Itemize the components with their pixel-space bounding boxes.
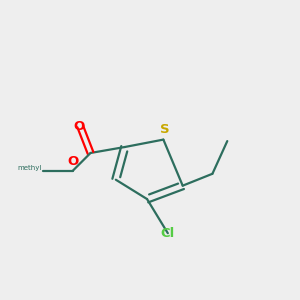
Text: O: O <box>67 155 78 168</box>
Text: S: S <box>160 123 170 136</box>
Text: O: O <box>73 120 84 133</box>
Text: methyl: methyl <box>17 165 41 171</box>
Text: Cl: Cl <box>161 227 175 240</box>
